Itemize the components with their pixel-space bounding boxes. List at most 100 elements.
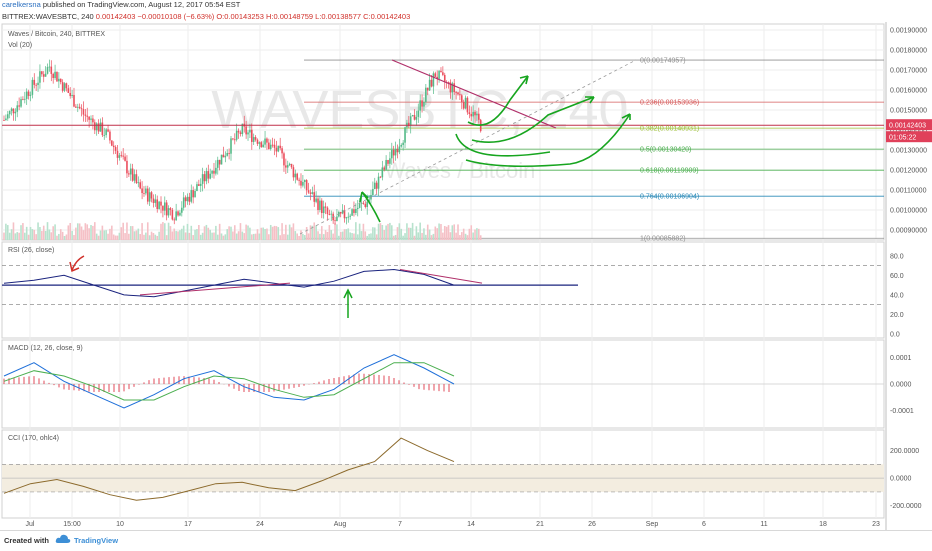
ticker-line: BITTREX:WAVESBTC, 240 0.00142403 −0.0001… [2, 12, 410, 21]
volume-bar [453, 224, 456, 240]
candle-body [273, 144, 276, 148]
volume-bar [241, 231, 244, 240]
volume-bar [141, 223, 143, 240]
volume-bar [447, 225, 450, 240]
volume-bar [434, 226, 437, 240]
volume-bar [107, 233, 109, 240]
countdown-tag [886, 131, 932, 143]
volume-bar [338, 235, 340, 240]
candle-body [373, 182, 376, 189]
volume-bar [5, 223, 7, 240]
volume-bar [228, 226, 230, 240]
time-tick-label: 24 [256, 521, 264, 528]
time-tick-label: 14 [467, 521, 475, 528]
candle-body [279, 145, 281, 149]
volume-bar [479, 235, 482, 240]
price-tick-label: 0.00150000 [890, 108, 927, 115]
rsi-trendline [399, 268, 483, 284]
candle-body [133, 174, 136, 181]
candle-body [188, 196, 191, 202]
volume-bar [319, 233, 321, 240]
volume-bar [396, 227, 399, 240]
candle-body [42, 74, 45, 77]
candle-body [322, 206, 325, 214]
candle-body [315, 198, 317, 202]
volume-bar [165, 235, 168, 240]
candle-body [390, 149, 393, 159]
candle-body [228, 153, 230, 154]
volume-bar [372, 227, 374, 240]
time-tick-label: Aug [334, 521, 347, 528]
candle-body [356, 207, 359, 210]
volume-bar [402, 235, 404, 240]
pane-title-main: Waves / Bitcoin, 240, BITTREX [8, 31, 105, 38]
candle-body [61, 82, 64, 91]
candle-body [455, 92, 457, 93]
volume-bar [184, 232, 187, 240]
volume-bar [468, 228, 471, 240]
tradingview-brand[interactable]: TradingView [74, 536, 119, 545]
candle-body [165, 202, 168, 216]
candle-body [339, 212, 342, 214]
candle-body [109, 131, 111, 141]
footer: Created with TradingView [0, 530, 932, 551]
candle-body [239, 132, 242, 135]
candle-body [328, 214, 331, 215]
volume-bar [470, 225, 473, 240]
hand-drawn-arrow [467, 75, 529, 126]
candle-body [264, 138, 266, 145]
candle-body [296, 173, 299, 180]
candle-body [389, 158, 391, 164]
candle-body [249, 129, 251, 133]
candle-body [222, 154, 225, 158]
time-tick-label: 15:00 [63, 521, 81, 528]
volume-bar [94, 222, 96, 240]
volume-bar [37, 222, 39, 240]
candle-body [251, 129, 253, 142]
candle-body [90, 118, 92, 120]
publish-line: carelkersna published on TradingView.com… [2, 0, 240, 9]
candle-body [99, 122, 102, 132]
volume-bar [80, 226, 83, 240]
candle-body [285, 165, 287, 168]
volume-bar [92, 225, 94, 240]
candle-body [107, 129, 109, 132]
volume-bar [105, 230, 107, 240]
volume-bar [16, 232, 19, 240]
candle-body [101, 122, 104, 136]
candle-body [215, 167, 217, 174]
author-name[interactable]: carelkersna [2, 0, 41, 9]
candle-body [145, 188, 147, 194]
candle-body [10, 108, 13, 112]
candle-body [94, 122, 96, 131]
volume-bar [215, 225, 217, 240]
candle-body [173, 219, 176, 221]
volume-bar [39, 227, 41, 240]
candle-body [377, 176, 380, 189]
candle-body [387, 160, 389, 164]
candle-body [305, 180, 308, 191]
volume-bar [182, 225, 185, 240]
candle-body [46, 67, 49, 74]
candle-body [112, 145, 115, 148]
volume-bar [373, 227, 376, 240]
candle-body [423, 101, 425, 107]
candle-body [300, 180, 302, 186]
candle-body [27, 91, 30, 96]
volume-bar [385, 225, 387, 240]
volume-bar [353, 233, 355, 240]
candle-body [351, 209, 353, 216]
candle-body [460, 95, 463, 103]
candle-body [152, 198, 155, 203]
volume-bar [440, 224, 442, 240]
volume-bar [332, 233, 334, 240]
volume-bar [343, 229, 346, 240]
candle-body [52, 73, 54, 78]
volume-bar [10, 229, 13, 240]
volume-bar [379, 223, 382, 240]
candle-body [302, 182, 304, 186]
candle-body [307, 190, 310, 193]
candle-body [343, 210, 346, 219]
candle-body [50, 66, 53, 74]
